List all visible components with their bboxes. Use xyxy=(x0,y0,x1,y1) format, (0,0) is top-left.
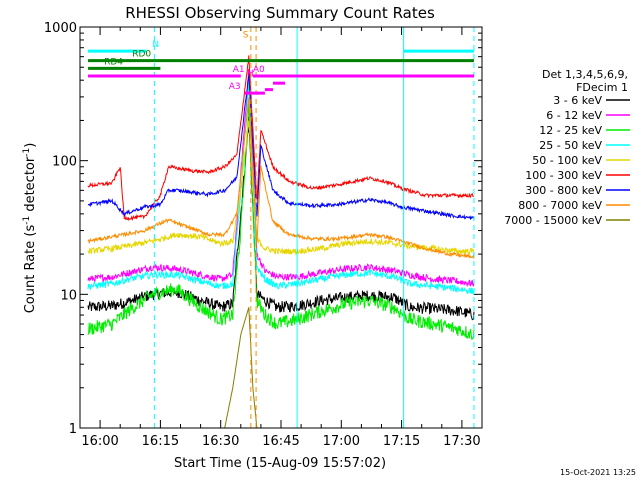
legend-label-4: 50 - 100 keV xyxy=(532,154,602,167)
y-axis: 1 10 100 1000 xyxy=(44,21,482,437)
x-tick-label-2: 16:30 xyxy=(202,434,239,449)
legend-label-1: 6 - 12 keV xyxy=(546,109,602,122)
annotation-label-4: RD4 xyxy=(104,57,123,67)
legend-header-0: Det 1,3,4,5,6,9, xyxy=(542,68,628,81)
annotation-label-0: N xyxy=(152,40,159,50)
annotation-label-7: A3 xyxy=(229,82,241,92)
legend: Det 1,3,4,5,6,9,FDecim 13 - 6 keV 6 - 12 … xyxy=(504,68,630,227)
plot-content xyxy=(87,27,475,428)
annotation-label-2: RD0 xyxy=(132,50,151,60)
legend-label-0: 3 - 6 keV xyxy=(553,94,602,107)
series-line-3 xyxy=(87,82,475,295)
legend-label-6: 300 - 800 keV xyxy=(525,184,602,197)
annotation-label-5: A1 xyxy=(233,65,245,75)
legend-label-8: 7000 - 15000 keV xyxy=(504,214,602,227)
y-axis-label-mid: detector xyxy=(23,156,38,216)
annotation-label-6: A0 xyxy=(253,65,265,75)
x-tick-label-4: 17:00 xyxy=(323,434,360,449)
series-line-7 xyxy=(87,97,475,259)
y-axis-label-main: Count Rate (s xyxy=(23,225,38,314)
y-tick-label-1: 10 xyxy=(60,288,77,303)
y-axis-label-sup1: -1 xyxy=(22,216,32,225)
x-tick-label-3: 16:45 xyxy=(262,434,299,449)
x-tick-label-1: 16:15 xyxy=(142,434,179,449)
y-tick-label-2: 100 xyxy=(52,155,77,170)
x-axis-label: Start Time (15-Aug-09 15:57:02) xyxy=(174,456,386,471)
series-line-4 xyxy=(87,120,475,256)
series-line-1 xyxy=(87,68,475,288)
chart-title: RHESSI Observing Summary Count Rates xyxy=(125,4,435,22)
y-axis-label-sup2: -1 xyxy=(22,148,32,157)
x-tick-label-6: 17:30 xyxy=(443,434,480,449)
x-tick-label-5: 17:15 xyxy=(383,434,420,449)
series-line-2 xyxy=(87,100,475,340)
series-line-0 xyxy=(87,116,475,321)
y-axis-label: Count Rate (s-1 detector-1) xyxy=(22,143,38,314)
annotation-label-10: S xyxy=(243,30,249,40)
annotation-label-11: H xyxy=(247,69,254,79)
y-tick-label-0: 1 xyxy=(69,422,77,437)
x-axis: 16:00 16:15 16:30 16:45 17:00 17:15 17:30 xyxy=(81,27,481,449)
series-line-5 xyxy=(87,55,475,222)
timestamp: 15-Oct-2021 13:25 xyxy=(560,468,636,477)
x-tick-label-0: 16:00 xyxy=(81,434,118,449)
legend-label-3: 25 - 50 keV xyxy=(539,139,602,152)
y-axis-label-end: ) xyxy=(23,143,38,148)
series-line-8 xyxy=(224,307,258,428)
series-line-6 xyxy=(87,73,475,220)
legend-header-1: FDecim 1 xyxy=(576,81,628,94)
legend-label-5: 100 - 300 keV xyxy=(525,169,602,182)
legend-label-2: 12 - 25 keV xyxy=(539,124,602,137)
legend-label-7: 800 - 7000 keV xyxy=(518,199,602,212)
y-tick-label-3: 1000 xyxy=(44,21,77,36)
